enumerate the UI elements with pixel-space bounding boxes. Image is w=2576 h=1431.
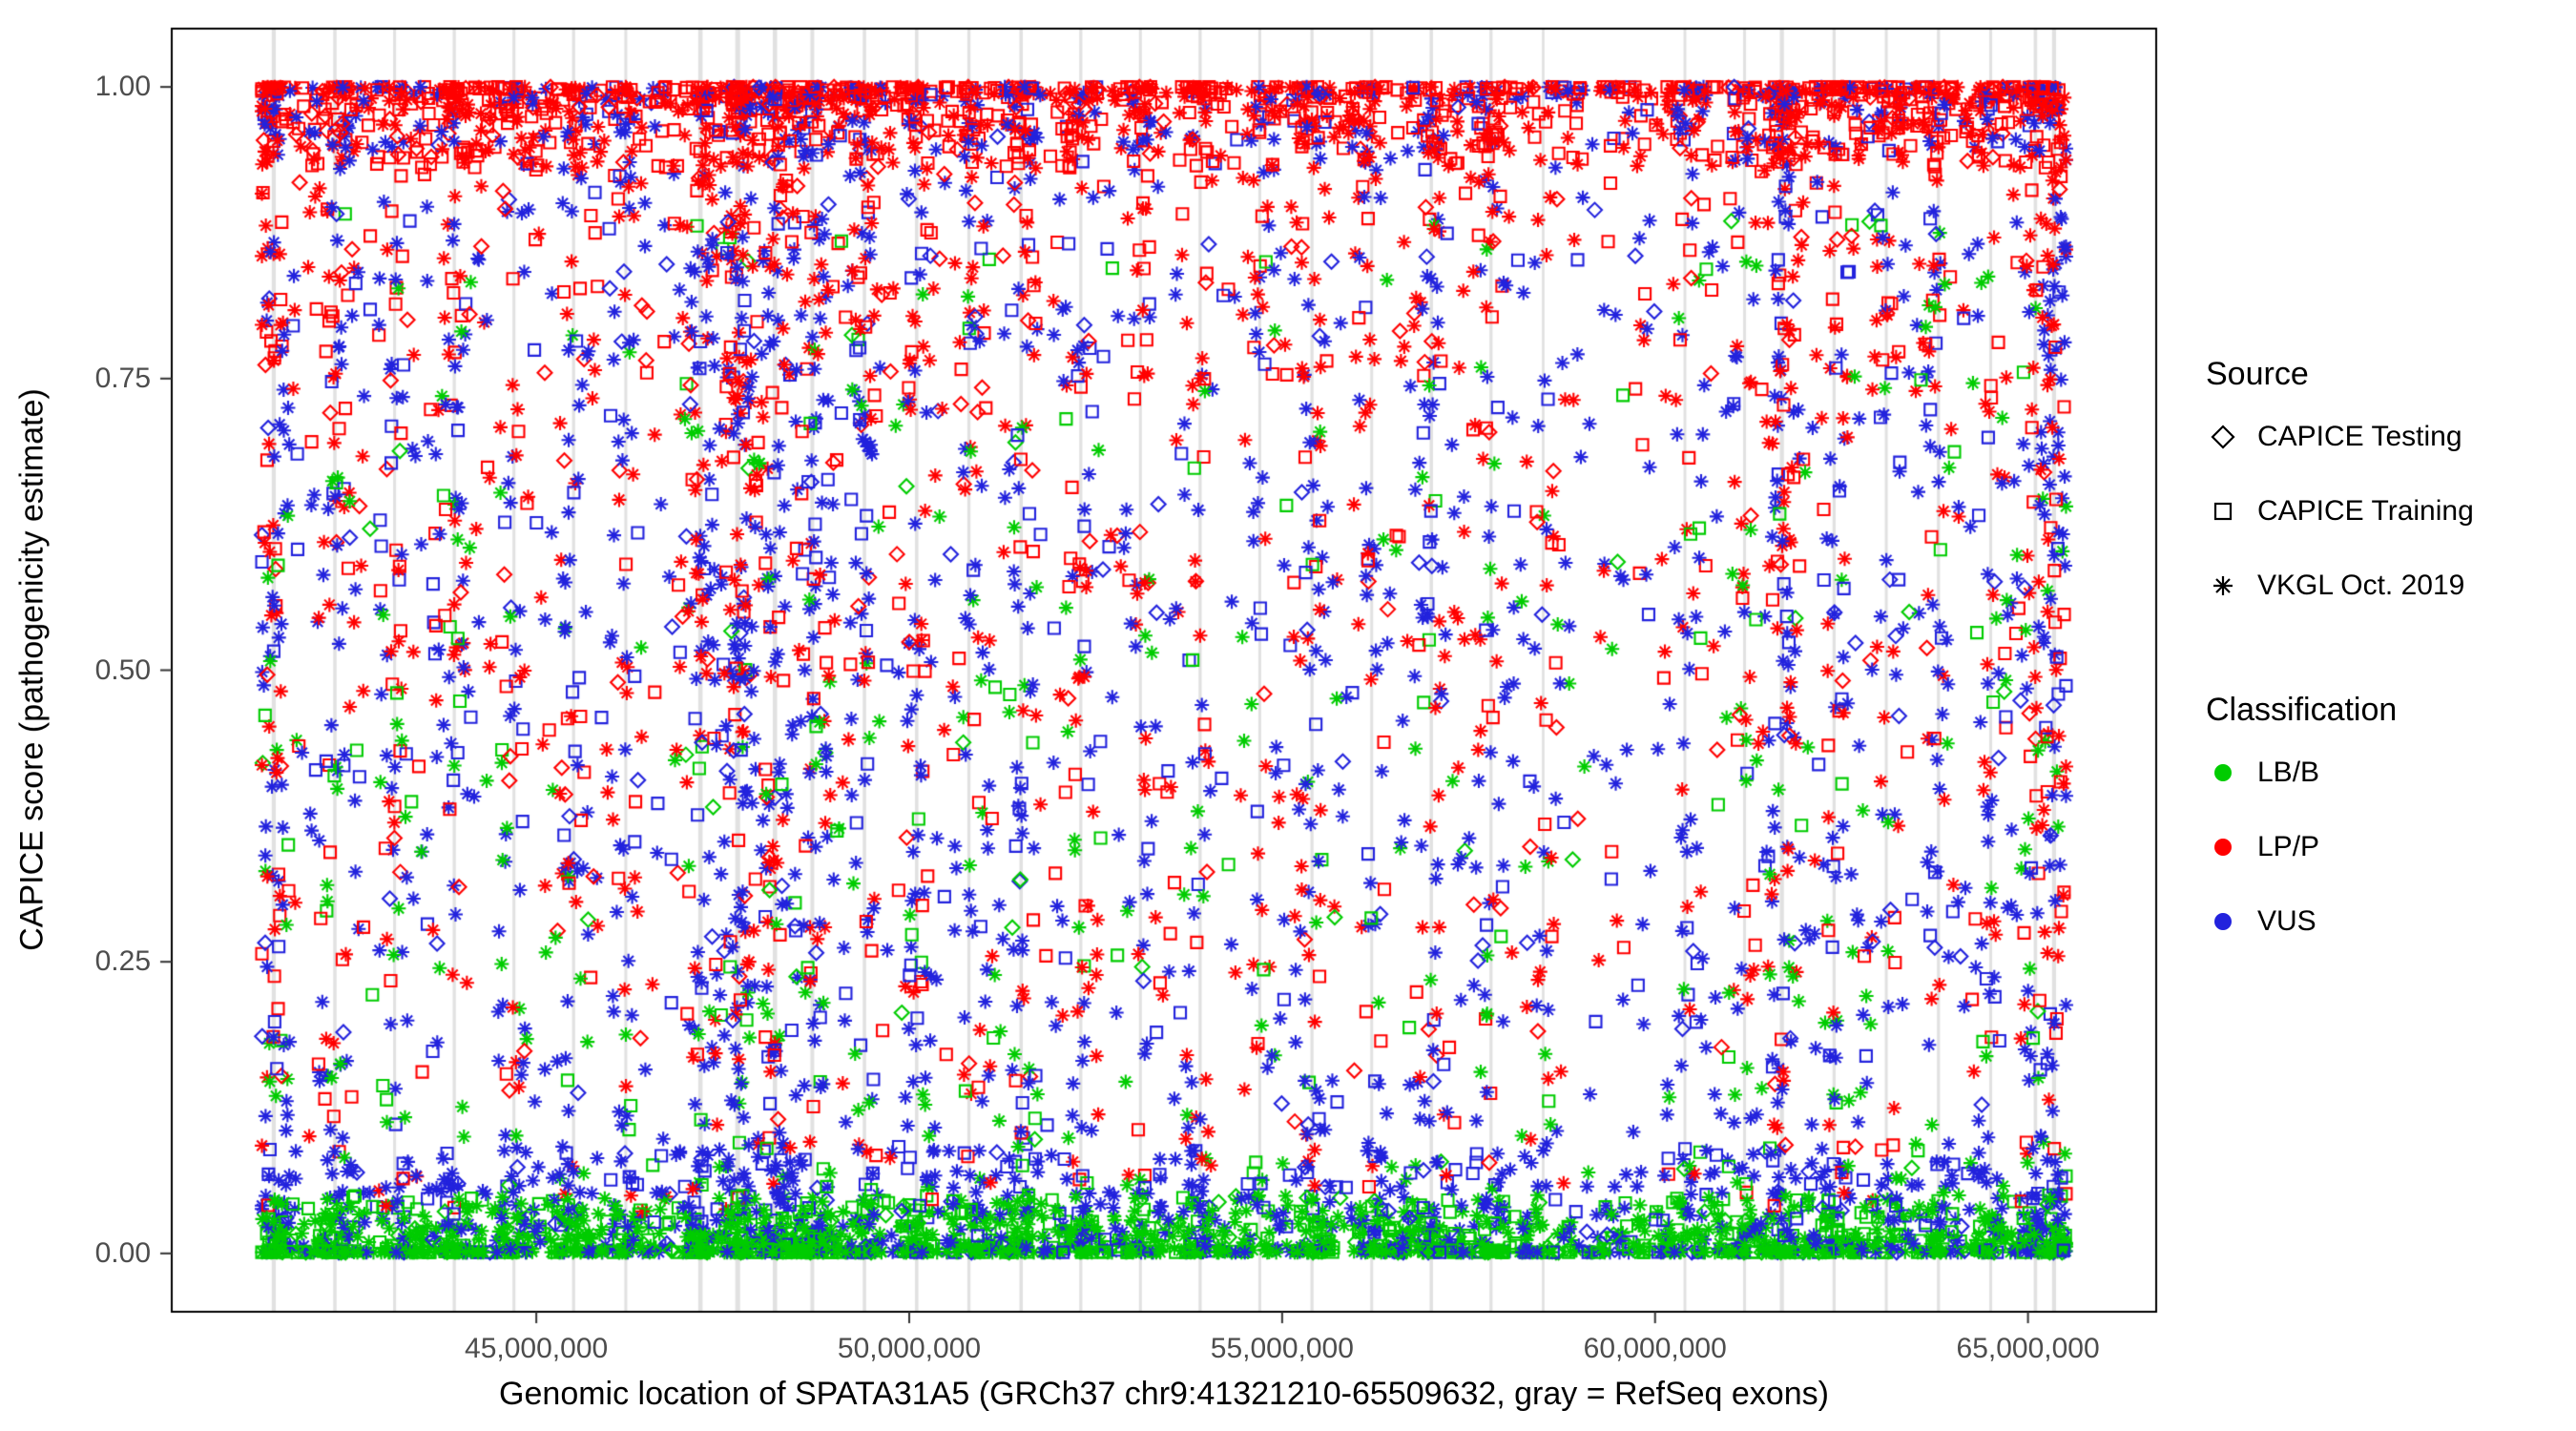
x-tick-label: 45,000,000	[465, 1333, 609, 1364]
y-tick-label: 0.75	[94, 362, 151, 394]
x-tick-label: 55,000,000	[1210, 1333, 1354, 1364]
asterisk-icon	[2213, 576, 2233, 595]
legend-item-capice-testing: CAPICE Testing	[2206, 420, 2568, 454]
legend-item-lbb: LB/B	[2206, 756, 2568, 790]
y-tick-label: 1.00	[94, 71, 151, 103]
legend: Source CAPICE Testing CAPICE Training	[2206, 355, 2568, 1027]
legend-item-label: LP/P	[2257, 831, 2320, 862]
legend-classification-title: Classification	[2206, 692, 2398, 728]
legend-item-label: VKGL Oct. 2019	[2257, 570, 2465, 601]
legend-classification-group: Classification LB/B LP/P VUS	[2206, 691, 2568, 939]
y-tick-label: 0.25	[94, 945, 151, 978]
x-tick-label: 65,000,000	[1956, 1333, 2100, 1364]
legend-item-lpp: LP/P	[2206, 830, 2568, 864]
x-tick-label: 50,000,000	[837, 1333, 982, 1364]
x-tick-label: 60,000,000	[1583, 1333, 1727, 1364]
lbb-dot-icon	[2214, 764, 2232, 781]
y-tick-label: 0.50	[94, 653, 151, 686]
legend-item-capice-training: CAPICE Training	[2206, 494, 2568, 529]
vus-dot-icon	[2214, 913, 2232, 930]
legend-item-label: LB/B	[2257, 757, 2320, 788]
diamond-icon	[2211, 425, 2235, 449]
lpp-dot-icon	[2214, 839, 2232, 856]
legend-item-label: CAPICE Testing	[2257, 421, 2462, 452]
legend-item-vkgl: VKGL Oct. 2019	[2206, 569, 2568, 603]
legend-source-title: Source	[2206, 356, 2309, 392]
square-icon	[2213, 502, 2233, 521]
legend-item-vus: VUS	[2206, 904, 2568, 939]
legend-source-group: Source CAPICE Testing CAPICE Training	[2206, 355, 2568, 603]
y-tick-label: 0.00	[94, 1236, 151, 1269]
legend-item-label: CAPICE Training	[2257, 495, 2474, 527]
legend-item-label: VUS	[2257, 905, 2316, 937]
x-axis-title: Genomic location of SPATA31A5 (GRCh37 ch…	[499, 1376, 1829, 1412]
